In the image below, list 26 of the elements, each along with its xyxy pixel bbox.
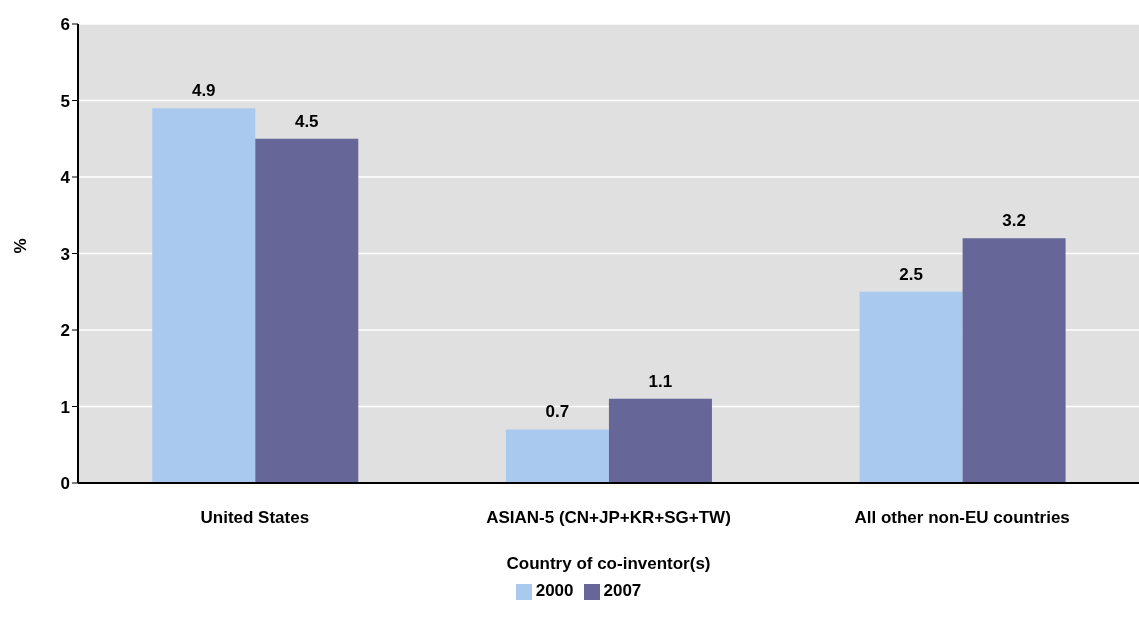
data-label: 3.2 bbox=[1002, 211, 1026, 231]
y-tick-label: 6 bbox=[60, 15, 70, 35]
x-tick-label: All other non-EU countries bbox=[854, 508, 1070, 528]
bar bbox=[608, 398, 712, 483]
x-tick-label: ASIAN-5 (CN+JP+KR+SG+TW) bbox=[486, 508, 731, 528]
data-label: 1.1 bbox=[648, 371, 673, 391]
y-tick-label: 2 bbox=[60, 321, 70, 341]
x-axis-title: Country of co-inventor(s) bbox=[506, 554, 711, 573]
bar bbox=[505, 429, 609, 483]
y-tick-label: 4 bbox=[60, 168, 71, 188]
data-label: 2.5 bbox=[899, 264, 923, 284]
bar bbox=[152, 108, 256, 483]
y-tick-label: 0 bbox=[60, 474, 70, 494]
y-tick-label: 3 bbox=[60, 244, 70, 264]
bar bbox=[962, 238, 1066, 483]
bar bbox=[255, 138, 359, 483]
y-tick-label: 1 bbox=[60, 397, 70, 417]
legend-label: 2000 bbox=[535, 581, 574, 600]
data-label: 4.5 bbox=[294, 111, 319, 131]
y-tick-label: 5 bbox=[60, 91, 70, 111]
data-label: 0.7 bbox=[545, 402, 570, 422]
data-label: 4.9 bbox=[191, 81, 216, 101]
legend-label: 2007 bbox=[603, 581, 642, 600]
y-axis-title: % bbox=[11, 238, 31, 254]
x-tick-label: United States bbox=[200, 508, 310, 528]
bar bbox=[859, 291, 963, 483]
